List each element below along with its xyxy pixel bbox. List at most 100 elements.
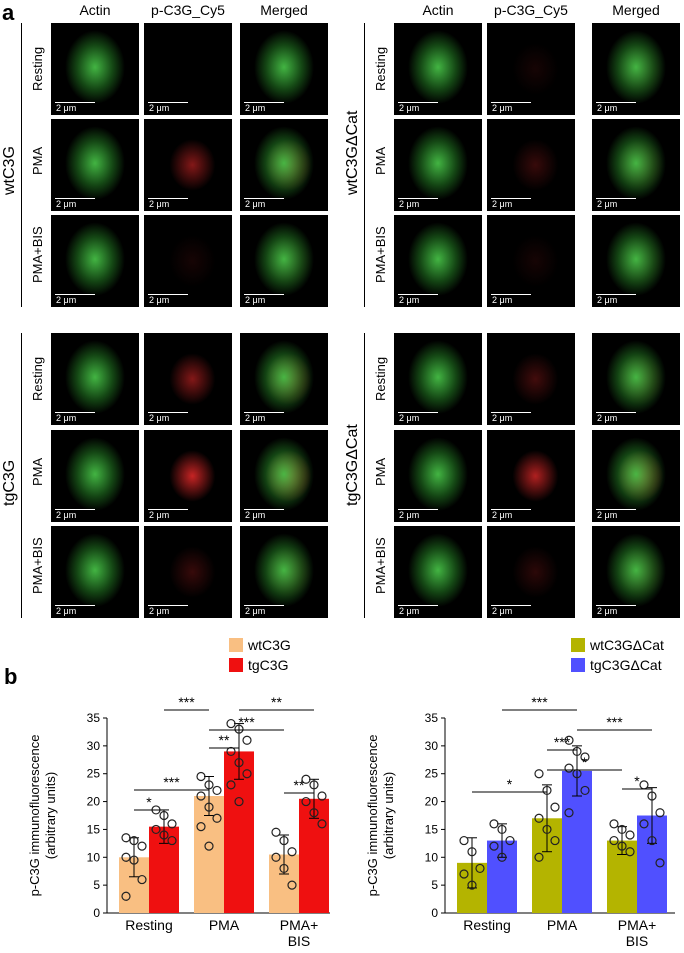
row-label: PMA: [373, 146, 388, 175]
micrograph-tile: 2 μm: [394, 23, 482, 115]
data-point: [647, 835, 657, 846]
scale-bar-label: 2 μm: [399, 199, 420, 209]
data-point: [204, 780, 214, 790]
data-point: [475, 863, 485, 874]
scale-bar-label: 2 μm: [492, 510, 513, 520]
scale-bar-label: 2 μm: [597, 413, 618, 423]
y-tick-label: 15: [425, 822, 439, 836]
data-point: [580, 752, 590, 762]
group-bracket-line: [364, 23, 365, 307]
column-header: Merged: [612, 2, 660, 18]
data-point: [151, 824, 161, 835]
data-point: [505, 835, 515, 846]
scale-bar-label: 2 μm: [149, 295, 170, 305]
data-point: [617, 824, 627, 835]
significance-label: **: [271, 694, 282, 710]
micrograph-tile: 2 μm: [240, 526, 328, 618]
micrograph-tile: 2 μm: [240, 215, 328, 307]
data-point: [204, 841, 214, 851]
data-point: [279, 835, 289, 846]
data-point: [467, 847, 477, 857]
scale-bar-line: [148, 198, 188, 199]
scale-bar-label: 2 μm: [399, 606, 420, 616]
scale-bar-label: 2 μm: [399, 103, 420, 113]
significance-label: *: [634, 773, 640, 789]
data-point: [317, 791, 327, 801]
x-tick-label: PMA+: [618, 917, 657, 933]
scale-bar-line: [398, 605, 438, 606]
micrograph-tile: 2 μm: [144, 526, 232, 618]
group-label: wtC3GΔCat: [344, 110, 361, 195]
micrograph-tile: 2 μm: [592, 215, 680, 307]
significance-label: ***: [238, 714, 255, 730]
data-point: [287, 880, 297, 890]
y-tick-label: 15: [87, 822, 101, 836]
data-point: [564, 735, 574, 745]
micrograph-tile: 2 μm: [51, 119, 139, 211]
data-point: [234, 724, 244, 734]
micrograph-tile: 2 μm: [240, 23, 328, 115]
x-tick-label: PMA: [209, 917, 240, 933]
micrograph-tile: 2 μm: [240, 119, 328, 211]
scale-bar-line: [398, 509, 438, 510]
micrograph-tile: 2 μm: [487, 215, 575, 307]
data-point: [534, 852, 544, 862]
scale-bar-line: [491, 605, 531, 606]
scale-bar-label: 2 μm: [399, 295, 420, 305]
scale-bar-label: 2 μm: [597, 103, 618, 113]
data-point: [639, 819, 649, 829]
scale-bar-line: [55, 102, 95, 103]
significance-label: *: [507, 776, 513, 792]
data-point: [617, 841, 627, 851]
data-point: [242, 769, 252, 779]
scale-bar-label: 2 μm: [245, 103, 266, 113]
significance-label: *: [582, 754, 588, 770]
bar-chart-left: p-C3G immunofluorescence (arbitrary units…: [27, 694, 330, 949]
scale-bar-line: [244, 102, 284, 103]
data-point: [159, 830, 169, 840]
row-label: PMA: [30, 146, 45, 175]
data-point: [204, 802, 214, 812]
micrograph-tile: 2 μm: [394, 430, 482, 522]
x-tick-label: Resting: [463, 917, 510, 933]
scale-bar-line: [148, 605, 188, 606]
data-point: [121, 891, 131, 901]
scale-bar-line: [596, 294, 636, 295]
data-point: [534, 813, 544, 823]
scale-bar-line: [596, 605, 636, 606]
data-point: [287, 847, 297, 857]
data-point: [212, 813, 222, 823]
row-label: PMA+BIS: [373, 537, 388, 595]
scale-bar-line: [244, 412, 284, 413]
y-tick-label: 5: [431, 878, 438, 892]
scale-bar-label: 2 μm: [597, 510, 618, 520]
micrograph-tile: 2 μm: [592, 119, 680, 211]
data-point: [647, 791, 657, 801]
scale-bar-line: [596, 102, 636, 103]
data-point: [497, 852, 507, 862]
scale-bar-line: [55, 509, 95, 510]
micrograph-tile: 2 μm: [144, 215, 232, 307]
data-point: [625, 830, 635, 840]
scale-bar-label: 2 μm: [56, 103, 77, 113]
micrograph-tile: 2 μm: [144, 23, 232, 115]
row-label: PMA+BIS: [30, 537, 45, 595]
scale-bar-label: 2 μm: [56, 413, 77, 423]
scale-bar-line: [596, 198, 636, 199]
group-bracket-line: [21, 333, 22, 618]
scale-bar-line: [244, 605, 284, 606]
scale-bar-line: [596, 509, 636, 510]
scale-bar-line: [491, 294, 531, 295]
scale-bar-label: 2 μm: [597, 295, 618, 305]
scale-bar-label: 2 μm: [492, 295, 513, 305]
y-tick-label: 0: [93, 906, 100, 920]
y-tick-label: 35: [425, 711, 439, 725]
data-point: [196, 822, 206, 832]
scale-bar-label: 2 μm: [492, 413, 513, 423]
data-point: [534, 769, 544, 779]
micrograph-tile: 2 μm: [51, 526, 139, 618]
data-point: [121, 852, 131, 862]
data-point: [489, 841, 499, 851]
micrograph-tile: 2 μm: [592, 430, 680, 522]
scale-bar-line: [491, 102, 531, 103]
